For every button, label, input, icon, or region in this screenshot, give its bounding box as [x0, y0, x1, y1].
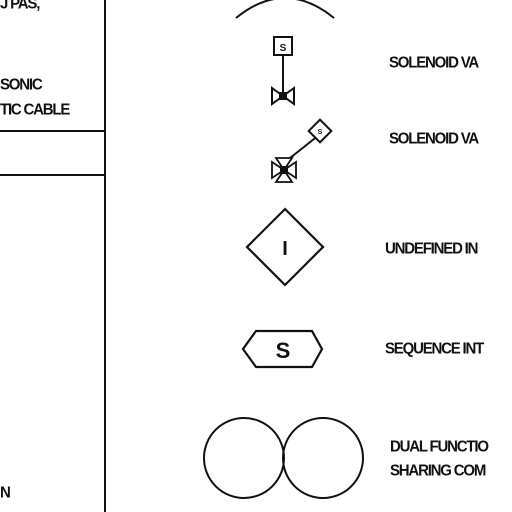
- undefined-interlock-symbol: I: [245, 207, 325, 287]
- solenoid-valve-label-1: SOLENOID VA: [389, 54, 479, 72]
- sequence-interlock-label: SEQUENCE INT: [385, 340, 484, 358]
- dual-function-symbol: [203, 417, 364, 499]
- left-label-line3: TIC CABLE: [0, 101, 70, 119]
- left-label-line1: J PAS,: [0, 0, 40, 13]
- valve-body: [279, 92, 287, 100]
- solenoid-valve-label-2: SOLENOID VA: [389, 130, 479, 148]
- partial-arc-symbol: [235, 0, 335, 19]
- sequence-glyph: S: [276, 338, 291, 363]
- solenoid-diamond-glyph: S: [318, 129, 323, 136]
- dual-circle-left: [203, 417, 285, 499]
- left-label-line2: SONIC: [0, 76, 43, 94]
- undefined-interlock-label: UNDEFINED IN: [385, 240, 478, 258]
- solenoid-diamond-box: [307, 118, 333, 144]
- dual-function-label-1: DUAL FUNCTIO: [390, 438, 489, 456]
- dual-function-label-2: SHARING COM: [390, 462, 486, 480]
- solenoid-valve-symbol-vertical: S: [271, 36, 295, 106]
- sequence-interlock-symbol: S: [241, 329, 324, 369]
- interlock-glyph: I: [282, 238, 288, 260]
- solenoid-box-glyph: S: [280, 43, 287, 54]
- left-label-line4: N: [0, 484, 11, 502]
- dual-circle-right: [282, 417, 364, 499]
- sequence-hexagon: [241, 329, 324, 369]
- interlock-diamond: [245, 207, 325, 287]
- solenoid-valve-symbol-angled: S: [271, 118, 333, 183]
- valve-body-angled: [280, 166, 288, 174]
